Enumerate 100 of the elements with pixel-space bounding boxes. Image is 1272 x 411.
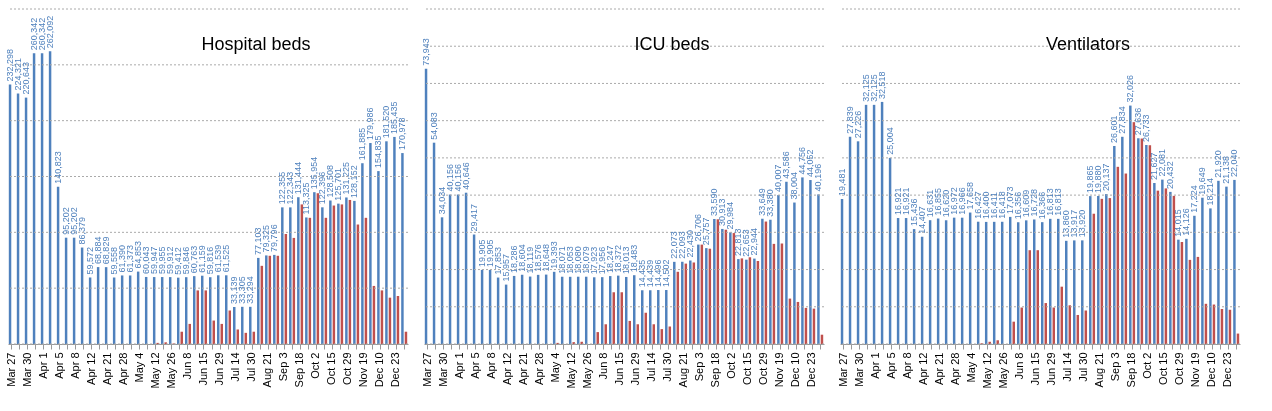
bar <box>313 192 316 344</box>
data-label: 61,373 <box>125 244 136 273</box>
bar <box>329 200 332 344</box>
data-label: 19,649 <box>1197 167 1208 195</box>
data-label: 73,943 <box>421 38 432 66</box>
bar <box>1225 186 1228 344</box>
x-tick-label: Jul 14 <box>645 352 658 382</box>
data-label: 15,957 <box>501 254 512 282</box>
x-tick-label: Sep 3 <box>1109 352 1122 382</box>
data-label: 16,356 <box>1013 191 1024 220</box>
data-label: 25,004 <box>885 127 896 155</box>
data-label: 33,590 <box>709 188 720 216</box>
data-label: 16,813 <box>1053 188 1064 216</box>
text: Ventilators <box>1045 34 1131 54</box>
bar <box>1113 145 1116 344</box>
x-tick-label: Sep 3 <box>277 352 290 382</box>
data-label: 21,920 <box>1213 150 1224 178</box>
data-label: 260,342 <box>37 17 48 51</box>
x-tick-label: Apr 28 <box>116 352 129 385</box>
data-label: 18,247 <box>605 245 616 274</box>
bar <box>337 203 340 344</box>
data-label: 140,823 <box>53 151 64 184</box>
bar <box>1137 138 1140 344</box>
x-tick-label: Apr 8 <box>484 352 497 379</box>
bar <box>996 340 999 344</box>
x-tick-label: Apr 12 <box>84 352 97 385</box>
bar <box>817 194 820 344</box>
data-label: 15,436 <box>909 198 920 227</box>
x-tick-label: Oct 15 <box>741 352 754 385</box>
x-tick-label: May 12 <box>564 352 577 389</box>
bar <box>1073 240 1076 344</box>
data-label: 19,865 <box>1085 165 1096 194</box>
data-label: 40,646 <box>461 162 472 190</box>
x-tick-label: Oct 29 <box>757 352 770 385</box>
bar <box>681 261 684 344</box>
x-tick-label: Mar 27 <box>420 352 433 387</box>
x-tick-label: Oct 15 <box>1157 352 1170 385</box>
bar <box>1201 197 1204 344</box>
bar <box>1081 240 1084 344</box>
data-label: 32,125 <box>869 74 880 102</box>
x-tick-label: May 4 <box>964 352 977 383</box>
data-label: 220,643 <box>21 62 32 95</box>
x-tick-label: Nov 19 <box>1189 352 1202 388</box>
bar <box>241 306 244 344</box>
data-label: 18,483 <box>629 244 640 273</box>
data-label: 135,954 <box>309 156 320 190</box>
data-label: 26,706 <box>693 214 704 242</box>
bar <box>1097 196 1100 344</box>
bar <box>1217 180 1220 344</box>
bar <box>361 163 364 344</box>
bar <box>377 171 380 344</box>
data-label: 18,013 <box>621 246 632 274</box>
data-label: 19,905 <box>477 239 488 267</box>
data-label: 79,325 <box>261 224 272 253</box>
data-label: 13,860 <box>1061 210 1072 238</box>
bar <box>249 306 252 344</box>
data-label: 131,225 <box>341 161 352 195</box>
data-label: 13,920 <box>1077 209 1088 238</box>
data-label: 33,649 <box>757 188 768 216</box>
x-tick-label: Oct 29 <box>341 352 354 385</box>
bar <box>345 197 348 344</box>
data-label: 54,083 <box>429 112 440 140</box>
data-label: 16,418 <box>997 191 1008 219</box>
data-label: 16,400 <box>981 191 992 219</box>
x-tick-label: May 4 <box>548 352 561 383</box>
data-label: 14,015 <box>1173 209 1184 237</box>
x-tick-label: Apr 5 <box>468 352 481 379</box>
bar <box>385 141 388 344</box>
data-label: 260,342 <box>29 17 40 51</box>
bar <box>353 200 356 344</box>
bar <box>369 143 372 344</box>
x-tick-label: Dec 23 <box>389 352 402 388</box>
data-label: 27,839 <box>845 106 856 134</box>
data-label: 68,829 <box>101 236 112 265</box>
bar <box>1161 179 1164 344</box>
bar <box>697 244 700 344</box>
bar <box>297 197 300 344</box>
data-label: 122,355 <box>277 171 288 205</box>
data-label: 32,518 <box>877 71 888 99</box>
bar <box>793 202 796 344</box>
data-label: 60,043 <box>141 246 152 274</box>
data-label: 59,846 <box>181 246 192 275</box>
x-tick-label: Apr 12 <box>916 352 929 385</box>
data-label: 179,986 <box>365 107 376 141</box>
x-tick-label: Jun 15 <box>1029 352 1041 386</box>
data-label: 43,586 <box>781 151 792 179</box>
data-label: 125,701 <box>333 168 344 201</box>
data-label: 86,379 <box>77 217 88 245</box>
bar <box>1209 208 1212 344</box>
bar <box>657 290 660 344</box>
data-label: 131,444 <box>293 161 304 195</box>
x-tick-label: Oct 29 <box>1173 352 1186 385</box>
data-label: 18,214 <box>1205 177 1216 206</box>
x-tick-label: Aug 21 <box>677 352 690 388</box>
data-label: 22,073 <box>669 231 680 259</box>
x-tick-label: Jun 29 <box>1045 352 1058 386</box>
x-tick-label: Dec 10 <box>373 352 386 388</box>
data-label: 38,004 <box>789 172 800 200</box>
x-tick-label: Aug 21 <box>261 352 274 388</box>
bar <box>1153 183 1156 344</box>
